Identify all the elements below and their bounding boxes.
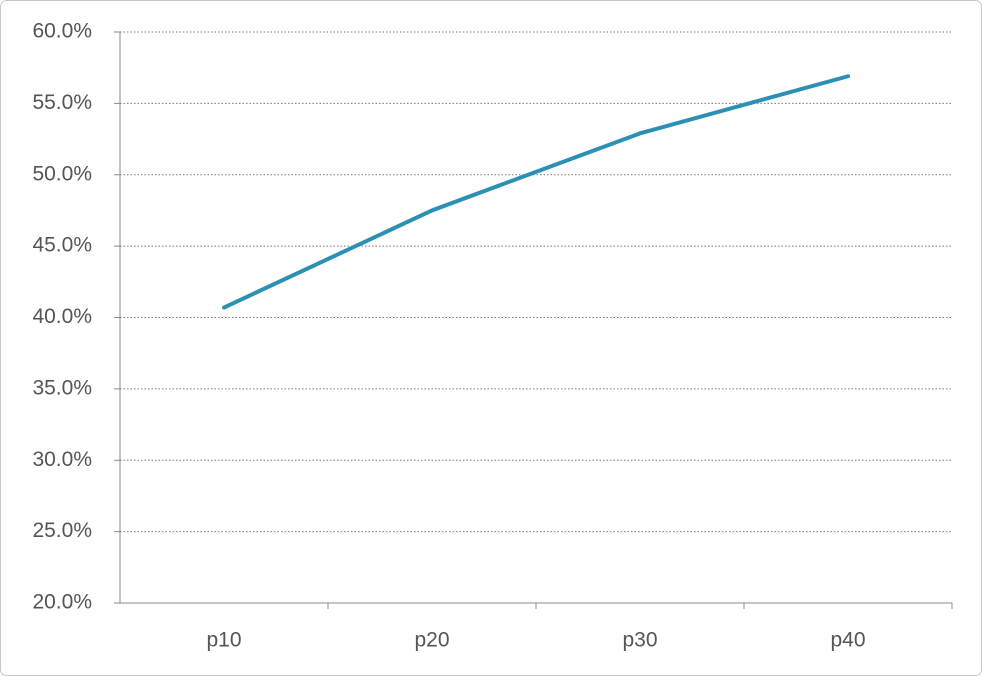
y-tick-label: 45.0% — [32, 234, 92, 257]
y-tick-label: 60.0% — [32, 20, 92, 43]
y-tick-label: 35.0% — [32, 376, 92, 399]
y-tick-label: 55.0% — [32, 91, 92, 114]
y-tick-label: 30.0% — [32, 448, 92, 471]
x-tick-label: p10 — [206, 629, 241, 652]
line-series — [222, 74, 850, 310]
y-tick-label: 25.0% — [32, 519, 92, 542]
y-tick-label: 40.0% — [32, 305, 92, 328]
y-tick-label: 20.0% — [32, 591, 92, 614]
x-tick-label: p40 — [830, 629, 865, 652]
y-tick-label: 50.0% — [32, 162, 92, 185]
x-tick-label: p20 — [414, 629, 449, 652]
x-tick-label: p30 — [622, 629, 657, 652]
